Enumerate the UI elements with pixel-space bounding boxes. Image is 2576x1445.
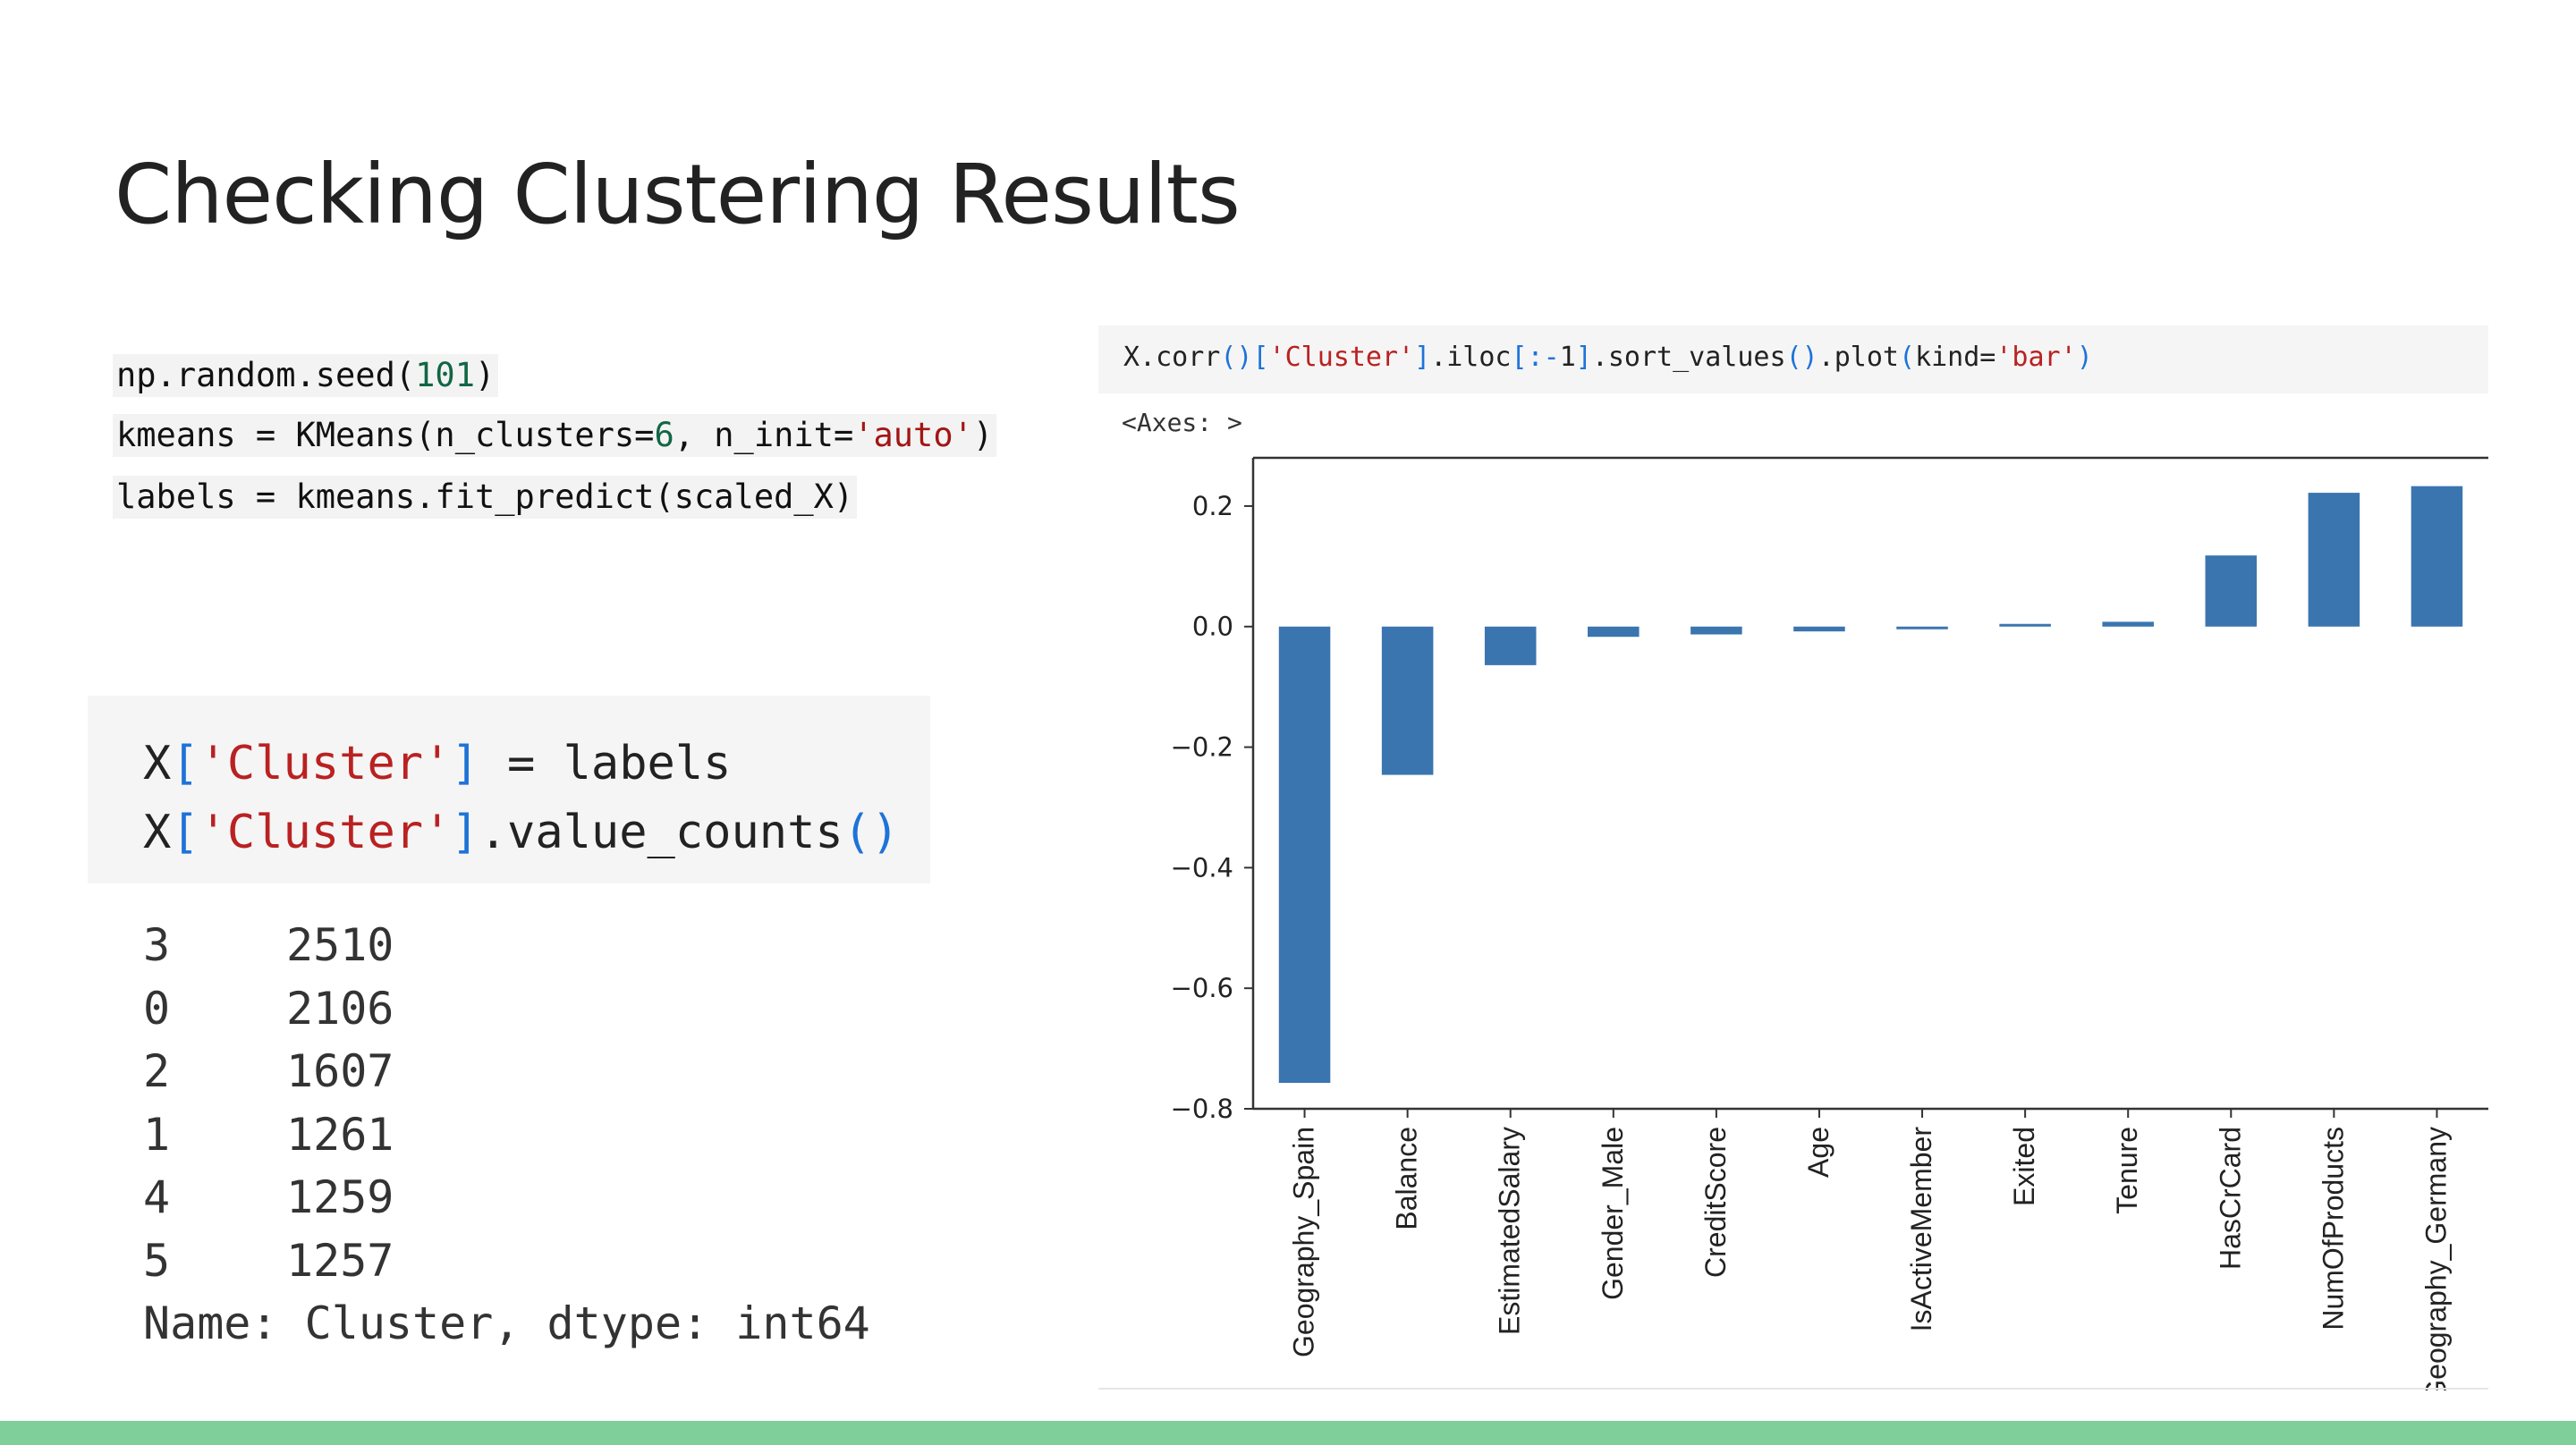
y-tick-label: −0.4 <box>1171 852 1233 883</box>
code-token: .iloc <box>1430 342 1512 373</box>
x-tick-label: Age <box>1802 1127 1835 1178</box>
python-line-assign: X['Cluster'] = labels <box>143 740 731 787</box>
python-code-cell[interactable]: X['Cluster'] = labels X['Cluster'].value… <box>88 696 930 883</box>
code-line-labels: labels = kmeans.fit_predict(scaled_X) <box>113 476 858 519</box>
output-row: 5 1257 <box>143 1230 870 1293</box>
output-row: 4 1259 <box>143 1166 870 1230</box>
y-tick-label: −0.8 <box>1171 1094 1233 1124</box>
x-tick-label: Exited <box>2008 1127 2040 1206</box>
notebook-code-cell[interactable]: X.corr()['Cluster'].iloc[:-1].sort_value… <box>1098 325 2488 393</box>
code-token: ) <box>972 416 994 454</box>
code-token: X <box>143 737 172 790</box>
y-tick-label: −0.6 <box>1171 973 1233 1003</box>
code-token: 'bar' <box>1996 342 2077 373</box>
cluster-count: 1257 <box>286 1234 394 1287</box>
bar-estimatedsalary <box>1484 626 1537 665</box>
x-tick-label: Tenure <box>2111 1127 2143 1214</box>
code-token: np.random.seed( <box>116 356 416 394</box>
cluster-index: 4 <box>143 1171 171 1223</box>
correlation-bar-chart: 0.2 0.0 −0.2 −0.4 −0.6 −0.8 Geography_Spain Bal… <box>1171 456 2488 1390</box>
cluster-index: 2 <box>143 1045 171 1097</box>
x-tick-label: IsActiveMember <box>1905 1127 1937 1332</box>
y-tick-label: −0.2 <box>1171 732 1233 763</box>
bar-isactivemember <box>1896 626 1948 630</box>
cluster-count: 1261 <box>286 1108 394 1161</box>
y-tick-label: 0.2 <box>1192 491 1233 521</box>
bar-hascrcard <box>2205 555 2258 627</box>
output-divider <box>1098 1388 2488 1390</box>
cluster-count: 2510 <box>286 919 394 971</box>
code-token: kmeans = KMeans(n_clusters= <box>116 416 655 454</box>
code-token: ] <box>1575 342 1592 373</box>
output-footer: Name: Cluster, dtype: int64 <box>143 1297 870 1349</box>
code-line-seed: np.random.seed(101) <box>113 354 499 397</box>
bar-geography_spain <box>1278 626 1331 1084</box>
code-token: [:- <box>1511 342 1560 373</box>
cluster-index: 1 <box>143 1108 171 1161</box>
code-token: 1 <box>1559 342 1576 373</box>
bar-age <box>1793 626 1845 632</box>
code-line-kmeans: kmeans = KMeans(n_clusters=6, n_init='au… <box>113 414 997 457</box>
x-tick-label: Balance <box>1391 1127 1423 1230</box>
code-token: ] <box>451 806 479 859</box>
python-line-value-counts: X['Cluster'].value_counts() <box>143 809 899 856</box>
x-tick-label: EstimatedSalary <box>1494 1127 1526 1335</box>
code-token: 'auto' <box>853 416 973 454</box>
cluster-index: 5 <box>143 1234 171 1287</box>
code-token: [ <box>171 806 199 859</box>
code-token: labels = kmeans.fit_predict(scaled_X) <box>116 477 854 516</box>
code-token: [ <box>171 737 199 790</box>
code-token: () <box>843 806 900 859</box>
bar-geography_germany <box>2411 486 2463 627</box>
output-row: 3 2510 <box>143 914 870 977</box>
bar-balance <box>1381 626 1434 775</box>
cluster-count: 1259 <box>286 1171 394 1223</box>
code-token: 'Cluster' <box>1268 342 1415 373</box>
bar-tenure <box>2102 621 2154 627</box>
code-token: ()[ <box>1220 342 1269 373</box>
y-tick-label: 0.0 <box>1192 612 1233 642</box>
code-token: X.corr <box>1123 342 1221 373</box>
bar-creditscore <box>1690 626 1742 635</box>
output-row: 2 1607 <box>143 1040 870 1103</box>
code-token: ) <box>474 356 496 394</box>
bar-exited <box>1999 623 2051 627</box>
cluster-index: 3 <box>143 919 171 971</box>
code-token: ) <box>2076 342 2093 373</box>
code-token: ] <box>1414 342 1431 373</box>
code-token: 6 <box>654 416 674 454</box>
x-tick-label: CreditScore <box>1699 1127 1732 1278</box>
x-tick-label: Gender_Male <box>1597 1127 1629 1300</box>
cluster-count: 1607 <box>286 1045 394 1097</box>
slide-footer-bar <box>0 1421 2576 1445</box>
axes-output-text: <Axes: > <box>1122 408 1242 437</box>
code-token: kind= <box>1915 342 1996 373</box>
code-token: ( <box>1899 342 1916 373</box>
code-token: 'Cluster' <box>199 737 452 790</box>
code-token: () <box>1785 342 1818 373</box>
output-row: 1 1261 <box>143 1103 870 1167</box>
x-tick-label: Geography_Germany <box>2419 1127 2452 1390</box>
code-token: .sort_values <box>1591 342 1786 373</box>
code-token: .plot <box>1818 342 1899 373</box>
code-token: 101 <box>415 356 475 394</box>
code-token: .value_counts <box>479 806 843 859</box>
output-row: 0 2106 <box>143 977 870 1041</box>
x-tick-label: NumOfProducts <box>2317 1127 2349 1331</box>
bar-numofproducts <box>2308 493 2360 627</box>
x-tick-label: HasCrCard <box>2214 1127 2246 1270</box>
code-token: X <box>143 806 172 859</box>
code-token: 'Cluster' <box>199 806 452 859</box>
code-token: = labels <box>479 737 732 790</box>
notebook-code-line: X.corr()['Cluster'].iloc[:-1].sort_value… <box>1123 342 2093 373</box>
slide-title: Checking Clustering Results <box>114 147 1241 242</box>
cluster-index: 0 <box>143 982 171 1035</box>
bar-gender_male <box>1588 626 1640 638</box>
x-tick-label: Geography_Spain <box>1288 1127 1320 1357</box>
cluster-count: 2106 <box>286 982 394 1035</box>
value-counts-output: 3 2510 0 2106 2 1607 1 1261 4 1259 5 1257 Name: Clu… <box>143 914 870 1356</box>
code-token: , n_init= <box>674 416 854 454</box>
code-token: ] <box>451 737 479 790</box>
